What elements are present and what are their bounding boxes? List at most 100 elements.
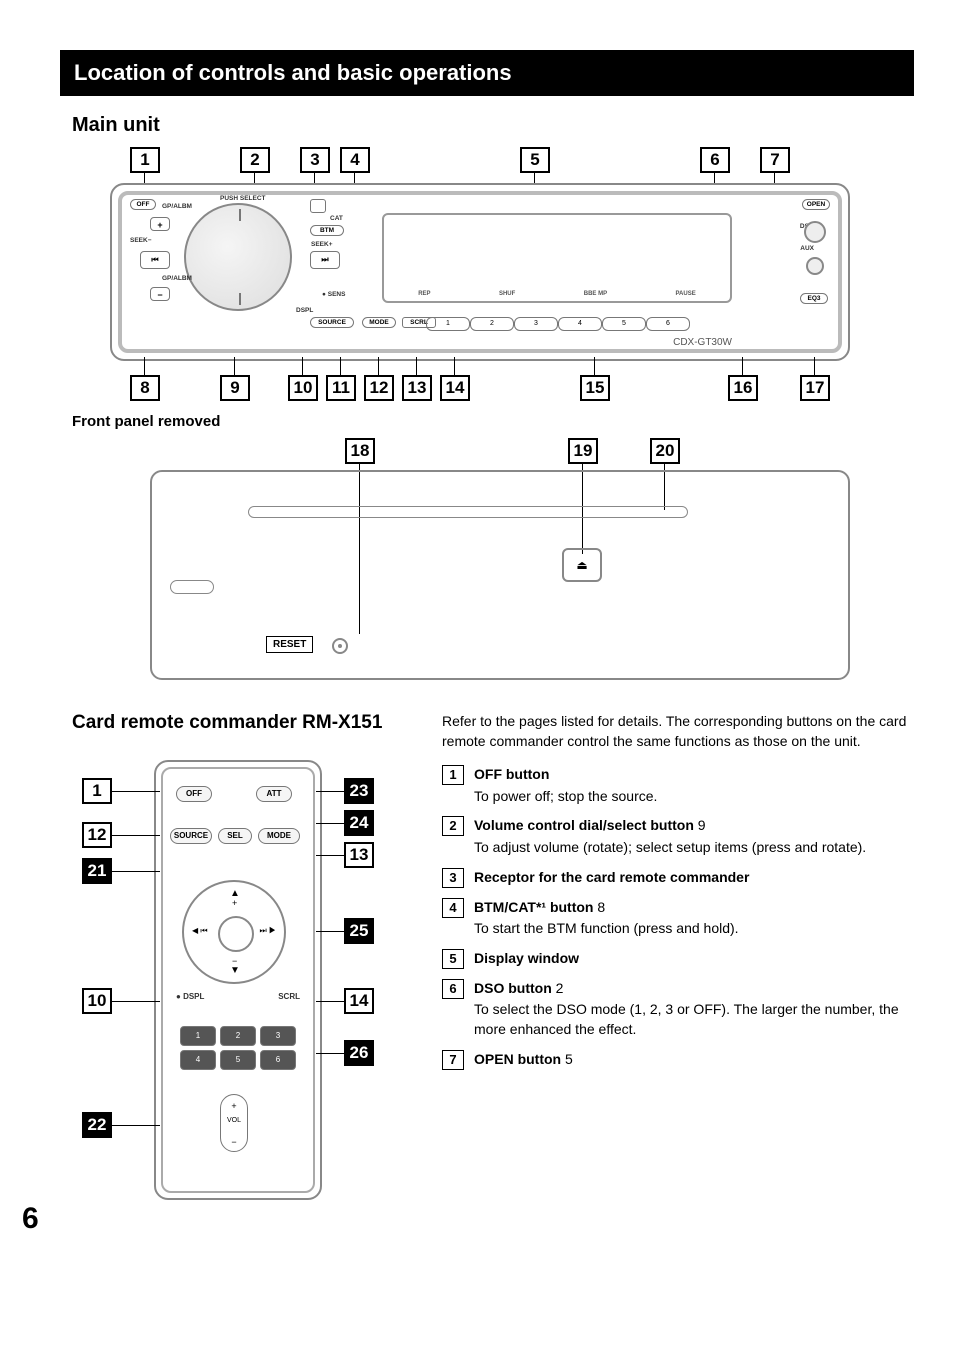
eq3-button[interactable]: EQ3	[800, 293, 828, 304]
remote-scrl-label: SCRL	[278, 992, 300, 1001]
desc-item-5: 5Display window	[442, 949, 914, 969]
callout-1: 1	[82, 778, 112, 804]
open-button[interactable]: OPEN	[802, 199, 830, 210]
push-select-label: PUSH SELECT	[220, 195, 266, 202]
page-number: 6	[22, 1202, 39, 1236]
model-label: CDX-GT30W	[673, 337, 732, 348]
preset-button-6[interactable]: 6	[646, 317, 690, 331]
callout-1: 1	[130, 147, 160, 173]
desc-num: 4	[442, 898, 464, 918]
remote-mode[interactable]: MODE	[258, 828, 300, 844]
callout-15: 15	[580, 375, 610, 401]
front-panel-heading: Front panel removed	[72, 413, 954, 430]
unit-body: OFF GP/ALBM PUSH SELECT CAT BTM SEEK− SE…	[110, 183, 850, 361]
desc-num: 7	[442, 1050, 464, 1070]
callout-21: 21	[82, 858, 112, 884]
callout-13: 13	[402, 375, 432, 401]
callout-19: 19	[568, 438, 598, 464]
page-title: Location of controls and basic operation…	[60, 50, 914, 96]
desc-item-6: 6DSO button 2To select the DSO mode (1, …	[442, 979, 914, 1040]
aux-jack[interactable]	[806, 257, 824, 275]
callout-18: 18	[345, 438, 375, 464]
description-column: Refer to the pages listed for details. T…	[442, 712, 914, 1208]
preset-button-1[interactable]: 1	[426, 317, 470, 331]
aux-label: AUX	[800, 245, 814, 252]
remote-dspl-label: ● DSPL	[176, 992, 204, 1001]
callout-26: 26	[344, 1040, 374, 1066]
reset-label: RESET	[266, 636, 313, 653]
remote-preset-1[interactable]: 1	[180, 1026, 216, 1046]
desc-num: 1	[442, 765, 464, 785]
ir-receptor	[310, 199, 326, 213]
remote-preset-5[interactable]: 5	[220, 1050, 256, 1070]
remote-preset-2[interactable]: 2	[220, 1026, 256, 1046]
preset-button-2[interactable]: 2	[470, 317, 514, 331]
gp-albm-label-2: GP/ALBM	[162, 275, 192, 282]
callout-3: 3	[300, 147, 330, 173]
eject-button[interactable]: ⏏	[562, 548, 602, 582]
callout-7: 7	[760, 147, 790, 173]
callout-10: 10	[288, 375, 318, 401]
desc-num: 2	[442, 816, 464, 836]
dso-knob[interactable]	[804, 221, 826, 243]
display-window: REP SHUF BBE MP PAUSE	[382, 213, 732, 303]
callout-24: 24	[344, 810, 374, 836]
release-slider	[170, 580, 214, 594]
remote-vol[interactable]: + VOL −	[220, 1094, 248, 1152]
remote-preset-4[interactable]: 4	[180, 1050, 216, 1070]
remote-att[interactable]: ATT	[256, 786, 292, 802]
callout-13: 13	[344, 842, 374, 868]
callout-9: 9	[220, 375, 250, 401]
callout-22: 22	[82, 1112, 112, 1138]
preset-button-4[interactable]: 4	[558, 317, 602, 331]
remote-off[interactable]: OFF	[176, 786, 212, 802]
seek-minus-label: SEEK−	[130, 237, 152, 244]
cd-slot[interactable]	[248, 506, 688, 518]
remote-diagram: OFF ATT SOURCE SEL MODE ▲ + − ▼ ◀ ⏮ ⏭ ▶ …	[82, 748, 382, 1208]
reset-hole[interactable]	[332, 638, 348, 654]
preset-button-3[interactable]: 3	[514, 317, 558, 331]
callout-5: 5	[520, 147, 550, 173]
callout-25: 25	[344, 918, 374, 944]
preset-button-5[interactable]: 5	[602, 317, 646, 331]
remote-dpad[interactable]: ▲ + − ▼ ◀ ⏮ ⏭ ▶	[182, 880, 286, 984]
desc-item-2: 2Volume control dial/select button 9To a…	[442, 816, 914, 857]
remote-number-grid: 123 456	[180, 1026, 296, 1070]
cat-label: CAT	[330, 215, 343, 222]
next-button[interactable]: ⏭	[310, 251, 340, 269]
callout-14: 14	[440, 375, 470, 401]
callout-8: 8	[130, 375, 160, 401]
off-button[interactable]: OFF	[130, 199, 156, 210]
callout-14: 14	[344, 988, 374, 1014]
gp-albm-label-1: GP/ALBM	[162, 203, 192, 210]
minus-button[interactable]: −	[150, 287, 170, 301]
callout-10: 10	[82, 988, 112, 1014]
sens-label: ● SENS	[322, 291, 345, 298]
number-buttons: 123456	[426, 317, 690, 331]
source-button[interactable]: SOURCE	[310, 317, 354, 328]
panel-body: ⏏ RESET	[150, 470, 850, 680]
main-unit-diagram: 1234567 OFF GP/ALBM PUSH SELECT CAT BTM …	[110, 147, 850, 407]
plus-button[interactable]: +	[150, 217, 170, 231]
btm-button[interactable]: BTM	[310, 225, 344, 236]
remote-preset-6[interactable]: 6	[260, 1050, 296, 1070]
callout-17: 17	[800, 375, 830, 401]
callout-11: 11	[326, 375, 356, 401]
prev-button[interactable]: ⏮	[140, 251, 170, 269]
callout-20: 20	[650, 438, 680, 464]
desc-item-4: 4BTM/CAT*¹ button 8To start the BTM func…	[442, 898, 914, 939]
volume-dial[interactable]	[184, 203, 292, 311]
remote-heading: Card remote commander RM-X151	[72, 712, 402, 734]
remote-sel[interactable]: SEL	[218, 828, 252, 844]
desc-item-7: 7OPEN button 5	[442, 1050, 914, 1070]
callout-12: 12	[82, 822, 112, 848]
desc-item-1: 1OFF buttonTo power off; stop the source…	[442, 765, 914, 806]
callout-6: 6	[700, 147, 730, 173]
remote-source[interactable]: SOURCE	[170, 828, 212, 844]
desc-intro: Refer to the pages listed for details. T…	[442, 712, 914, 751]
desc-num: 5	[442, 949, 464, 969]
mode-button[interactable]: MODE	[362, 317, 396, 328]
callout-23: 23	[344, 778, 374, 804]
remote-preset-3[interactable]: 3	[260, 1026, 296, 1046]
main-unit-heading: Main unit	[72, 114, 954, 137]
